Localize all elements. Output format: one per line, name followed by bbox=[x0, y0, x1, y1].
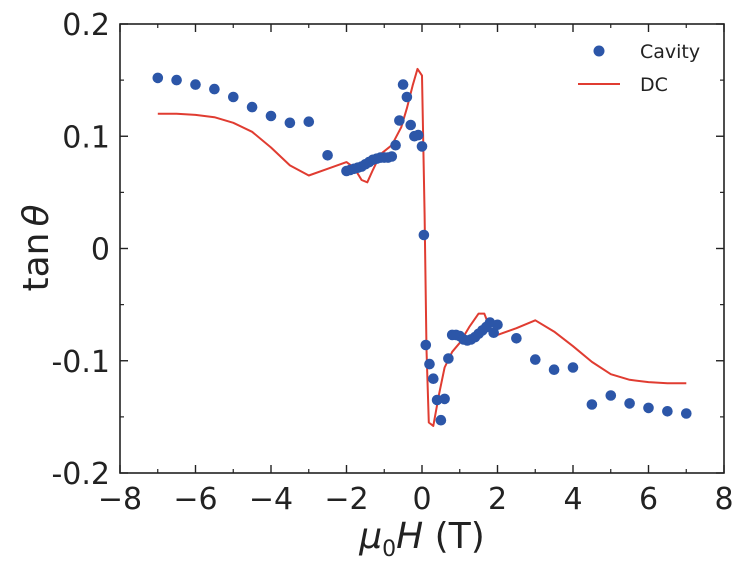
x-tick-label: −8 bbox=[98, 482, 142, 517]
data-point-cavity bbox=[390, 139, 401, 151]
data-point-cavity bbox=[488, 327, 500, 339]
data-point-cavity bbox=[424, 358, 435, 370]
data-point-cavity bbox=[420, 339, 432, 351]
data-point-cavity bbox=[405, 119, 417, 131]
data-point-cavity bbox=[511, 333, 522, 344]
x-tick-label: −6 bbox=[173, 482, 217, 517]
data-point-cavity bbox=[209, 83, 220, 95]
data-point-cavity bbox=[530, 354, 541, 365]
data-point-cavity bbox=[416, 141, 428, 152]
legend: Cavity DC bbox=[578, 41, 700, 96]
data-point-cavity bbox=[586, 399, 598, 410]
x-tick-label: 6 bbox=[639, 482, 658, 517]
y-tick-label: 0.1 bbox=[62, 120, 110, 155]
x-tick-label: −4 bbox=[249, 482, 293, 517]
data-point-cavity bbox=[284, 117, 296, 129]
data-point-cavity bbox=[303, 116, 315, 127]
plot-layer bbox=[152, 67, 692, 427]
data-point-cavity bbox=[435, 414, 447, 426]
data-point-cavity bbox=[246, 101, 258, 113]
legend-marker-cavity bbox=[593, 45, 605, 57]
y-tick-label: 0 bbox=[91, 233, 110, 268]
ticks-layer: −8 −6 −4 −2 0 2 4 6 8 -0.2 -0.1 0 0.1 0.2 bbox=[51, 8, 733, 517]
x-tick-label: 2 bbox=[488, 482, 507, 517]
data-point-cavity bbox=[439, 393, 450, 405]
x-axis-title: μ0H (T) bbox=[358, 516, 485, 562]
data-point-cavity bbox=[152, 72, 164, 84]
series-line-dc bbox=[157, 67, 687, 427]
x-tick-label: 4 bbox=[563, 482, 582, 517]
data-point-cavity bbox=[322, 150, 333, 161]
data-point-cavity bbox=[394, 115, 405, 126]
x-tick-label: 8 bbox=[714, 482, 733, 517]
data-point-cavity bbox=[567, 362, 579, 373]
x-tick-label: 0 bbox=[412, 482, 431, 517]
data-point-cavity bbox=[401, 91, 413, 103]
data-point-cavity bbox=[681, 408, 692, 419]
y-tick-label: 0.2 bbox=[62, 8, 110, 43]
legend-label-cavity: Cavity bbox=[640, 41, 700, 63]
data-point-cavity bbox=[190, 79, 201, 90]
data-point-cavity bbox=[265, 110, 277, 122]
data-point-cavity bbox=[228, 91, 239, 103]
data-point-cavity bbox=[624, 398, 635, 409]
data-point-cavity bbox=[605, 390, 617, 401]
data-point-cavity bbox=[428, 373, 439, 385]
data-point-cavity bbox=[548, 364, 560, 376]
x-tick-label: −2 bbox=[324, 482, 368, 517]
data-point-cavity bbox=[443, 353, 454, 364]
y-tick-label: -0.2 bbox=[51, 457, 110, 492]
data-point-cavity bbox=[643, 402, 654, 414]
data-point-cavity bbox=[397, 79, 409, 90]
data-point-cavity bbox=[662, 406, 673, 417]
data-point-cavity bbox=[492, 319, 503, 331]
y-axis-title: tanθ bbox=[16, 204, 57, 291]
legend-label-dc: DC bbox=[640, 74, 668, 96]
y-tick-label: -0.1 bbox=[51, 345, 110, 380]
data-point-cavity bbox=[412, 129, 424, 141]
data-point-cavity bbox=[386, 151, 398, 162]
data-point-cavity bbox=[171, 74, 182, 86]
data-point-cavity bbox=[418, 229, 430, 241]
